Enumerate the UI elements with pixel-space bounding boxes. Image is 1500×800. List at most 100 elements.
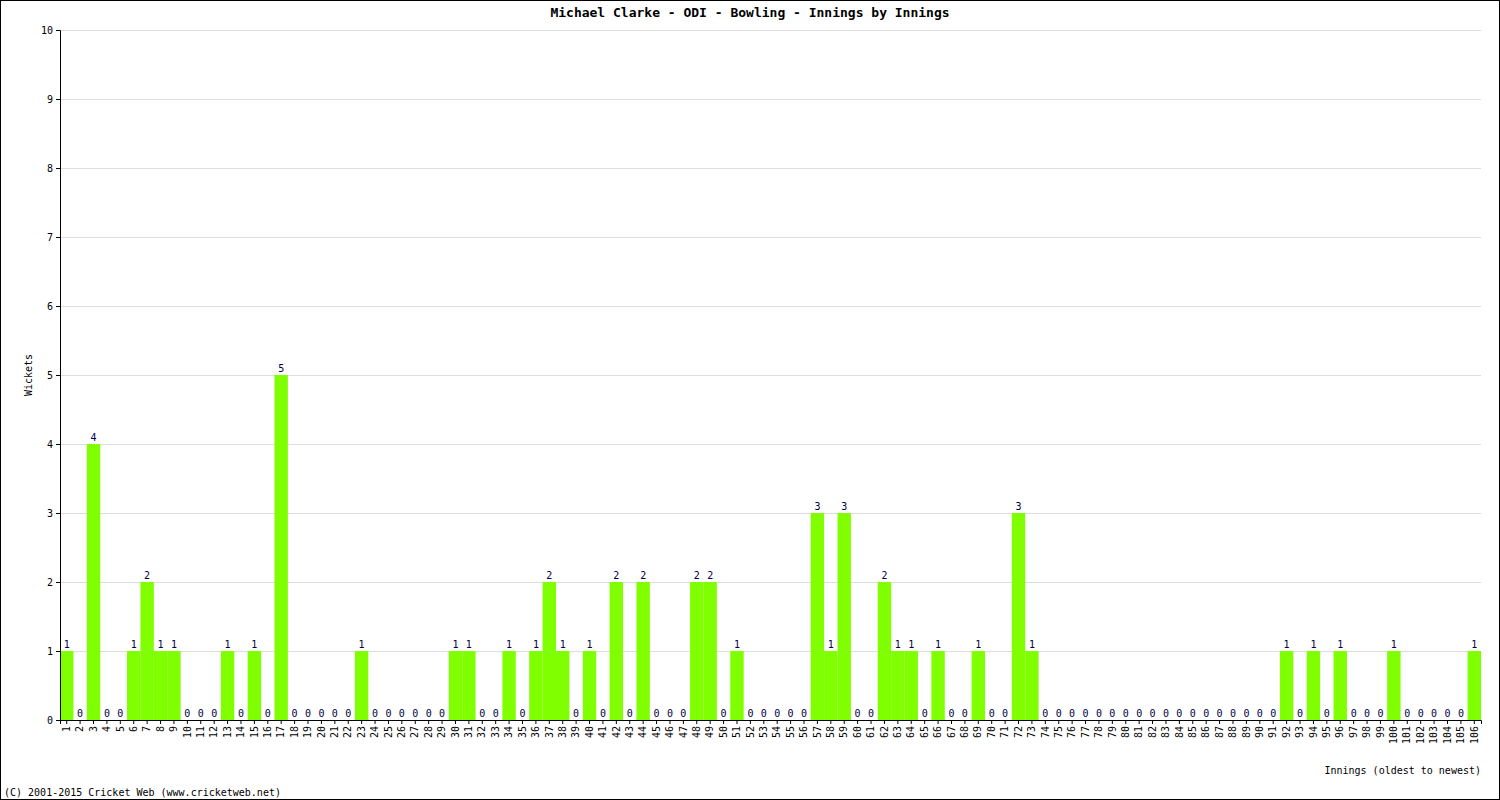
x-tick-label: 18	[289, 726, 300, 738]
x-tick-label: 26	[396, 726, 407, 738]
data-label: 0	[104, 708, 110, 719]
x-tick: 56	[798, 720, 809, 738]
data-label: 0	[1190, 708, 1196, 719]
x-tick: 20	[316, 720, 327, 738]
x-tick: 8	[155, 720, 166, 732]
x-tick-mark	[643, 720, 644, 724]
x-tick: 42	[611, 720, 622, 738]
x-tick: 28	[423, 720, 434, 738]
x-tick: 60	[852, 720, 863, 738]
x-tick-mark	[348, 720, 349, 724]
x-tick-label: 91	[1267, 726, 1278, 738]
data-label: 0	[1083, 708, 1089, 719]
grid-line	[60, 30, 1481, 31]
data-label: 0	[493, 708, 499, 719]
x-tick: 77	[1080, 720, 1091, 738]
data-label: 0	[1163, 708, 1169, 719]
x-tick-label: 34	[503, 726, 514, 738]
x-tick-mark	[844, 720, 845, 724]
x-tick-label: 101	[1401, 726, 1412, 744]
grid-line	[60, 444, 1481, 445]
x-tick: 84	[1174, 720, 1185, 738]
x-tick-label: 17	[275, 726, 286, 738]
bar	[543, 582, 556, 720]
bar	[905, 651, 918, 720]
x-tick-mark	[1031, 720, 1032, 724]
data-label: 0	[238, 708, 244, 719]
y-tick-mark	[56, 168, 60, 169]
data-label: 0	[573, 708, 579, 719]
x-tick-mark	[160, 720, 161, 724]
x-tick-mark	[173, 720, 174, 724]
bar	[636, 582, 649, 720]
x-tick: 83	[1160, 720, 1171, 738]
x-tick: 18	[289, 720, 300, 738]
data-label: 2	[881, 570, 887, 581]
x-tick-mark	[669, 720, 670, 724]
x-tick: 4	[101, 720, 112, 732]
x-tick-label: 15	[249, 726, 260, 738]
bar	[1267, 720, 1280, 721]
bar	[395, 720, 408, 721]
grid	[60, 31, 1481, 721]
bar	[623, 720, 636, 721]
x-tick-label: 98	[1361, 726, 1372, 738]
x-tick-label: 92	[1281, 726, 1292, 738]
bars	[60, 375, 1481, 720]
x-tick: 69	[972, 720, 983, 738]
bar	[1226, 720, 1239, 721]
x-tick: 52	[745, 720, 756, 738]
bar	[958, 720, 971, 721]
data-label: 1	[171, 639, 177, 650]
x-tick-mark	[938, 720, 939, 724]
x-tick-label: 27	[409, 726, 420, 738]
x-tick-mark	[1380, 720, 1381, 724]
bar	[1213, 720, 1226, 721]
x-tick-mark	[951, 720, 952, 724]
x-tick: 89	[1241, 720, 1252, 738]
x-tick: 90	[1254, 720, 1265, 738]
x-tick-label: 31	[463, 726, 474, 738]
x-tick-label: 41	[597, 726, 608, 738]
y-tick: 0	[47, 715, 60, 726]
bar	[462, 651, 475, 720]
data-labels: 1040012110001010500000100000011001012101…	[64, 363, 1478, 719]
bar	[87, 444, 100, 720]
x-tick-mark	[509, 720, 510, 724]
x-tick-mark	[830, 720, 831, 724]
data-label: 0	[439, 708, 445, 719]
data-label: 0	[198, 708, 204, 719]
x-tick-label: 13	[222, 726, 233, 738]
x-tick-mark	[1326, 720, 1327, 724]
x-tick: 96	[1334, 720, 1345, 738]
x-tick-label: 104	[1442, 726, 1453, 744]
data-label: 1	[587, 639, 593, 650]
x-tick-mark	[1393, 720, 1394, 724]
bar	[998, 720, 1011, 721]
data-label: 1	[1284, 639, 1290, 650]
x-tick: 23	[356, 720, 367, 738]
x-tick-label: 20	[316, 726, 327, 738]
data-label: 0	[265, 708, 271, 719]
x-tick-mark	[1246, 720, 1247, 724]
bar	[556, 651, 569, 720]
x-tick-label: 32	[476, 726, 487, 738]
data-label: 0	[948, 708, 954, 719]
x-tick-label: 82	[1147, 726, 1158, 738]
x-tick-label: 29	[436, 726, 447, 738]
y-tick-mark	[56, 513, 60, 514]
y-tick: 9	[47, 94, 60, 105]
x-tick-mark	[857, 720, 858, 724]
bar	[1146, 720, 1159, 721]
bar	[1186, 720, 1199, 721]
bar	[972, 651, 985, 720]
x-tick-label: 47	[678, 726, 689, 738]
x-tick-mark	[1259, 720, 1260, 724]
x-tick-mark	[468, 720, 469, 724]
x-tick-mark	[871, 720, 872, 724]
bar	[1132, 720, 1145, 721]
bar	[529, 651, 542, 720]
bar	[328, 720, 341, 721]
data-label: 0	[1203, 708, 1209, 719]
x-tick-mark	[1206, 720, 1207, 724]
